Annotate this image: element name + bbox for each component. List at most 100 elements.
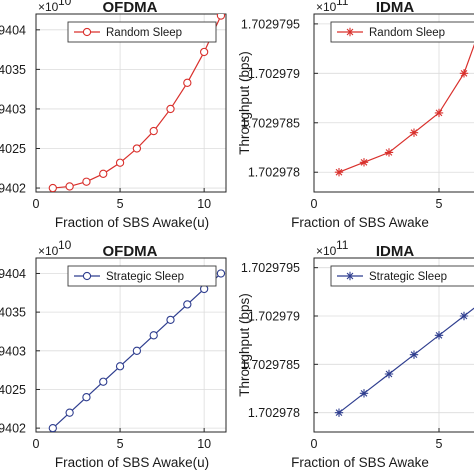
y-exponent-label: ×10 [316, 0, 337, 14]
y-exponent-power: 10 [58, 238, 72, 252]
y-tick-label: 1.7029785 [241, 358, 300, 372]
chart-panel-3: 05105940294025594039403559404×1010OFDMAF… [0, 238, 227, 470]
x-axis-label: Fraction of SBS Awake(u) [55, 455, 209, 470]
legend-label: Strategic Sleep [369, 271, 447, 283]
legend-box [67, 21, 217, 43]
x-axis-label: Fraction of SBS Awake(u) [55, 215, 209, 230]
data-point [48, 423, 57, 432]
x-tick-label: 10 [197, 437, 211, 451]
legend-box [67, 265, 217, 287]
legend-label: Strategic Sleep [106, 271, 184, 283]
axes-frame [35, 257, 227, 433]
data-point [384, 369, 394, 379]
legend-label: Random Sleep [369, 27, 445, 39]
x-tick-label: 5 [436, 437, 443, 451]
series-line [338, 43, 474, 173]
data-point [115, 158, 125, 167]
y-exponent-power: 11 [336, 0, 349, 8]
data-point [199, 47, 209, 57]
data-point [409, 128, 419, 137]
x-tick-label: 5 [436, 197, 443, 211]
legend-box [330, 265, 474, 287]
y-tick-label: 59402 [0, 182, 26, 196]
chart-title: OFDMA [103, 0, 158, 16]
data-point [99, 169, 108, 178]
data-point [459, 69, 469, 78]
data-point [359, 389, 369, 398]
y-tick-label: 1.702979 [248, 67, 300, 81]
data-point [166, 315, 175, 325]
axes-frame [35, 13, 227, 193]
legend-marker [82, 271, 92, 281]
data-point [359, 158, 369, 167]
axes-frame [313, 257, 474, 433]
plot-area [36, 14, 226, 192]
y-tick-label: 1.702978 [248, 406, 300, 420]
data-point [334, 168, 344, 177]
legend: Strategic Sleep [330, 265, 474, 287]
y-tick-label: 1.702978 [248, 166, 300, 180]
data-point [132, 144, 142, 153]
data-point [132, 346, 142, 355]
x-tick-label: 10 [197, 197, 211, 211]
series-line [338, 307, 474, 414]
data-point [82, 393, 91, 402]
series-1 [334, 307, 474, 417]
plot-area [36, 258, 226, 432]
data-point [409, 350, 419, 359]
series-1 [48, 14, 226, 192]
data-point [149, 331, 158, 340]
chart-panel-2: 0 5 1.702978 1.7029785 1.702979 1.7029795 ×10 1… [237, 0, 474, 230]
data-point [459, 311, 469, 321]
x-tick-label: 0 [311, 197, 318, 211]
y-exponent-label: ×10 [316, 244, 337, 258]
axes-frame [313, 13, 474, 193]
y-axis-label: Throughput (bps) [237, 51, 252, 155]
y-tick-label: 59402 [0, 422, 26, 436]
data-point [65, 408, 74, 417]
legend: Strategic Sleep [67, 265, 217, 287]
x-axis-label: Fraction of SBS Awake [291, 455, 429, 470]
legend: Random Sleep [67, 21, 217, 43]
y-tick-label: 1.702979 [248, 310, 300, 324]
chart-panel-4: 0 5 1.702978 1.7029785 1.702979 1.7029795 ×10 1… [237, 238, 474, 470]
legend-label: Random Sleep [106, 27, 182, 39]
y-tick-label: 1.7029795 [241, 261, 300, 275]
data-point [115, 362, 125, 371]
x-tick-label: 5 [117, 197, 124, 211]
data-point [434, 108, 444, 118]
data-point [48, 183, 57, 192]
chart-panel-1: 05105940294025594039403559404×1010OFDMAF… [0, 0, 227, 230]
x-tick-label: 0 [33, 437, 40, 451]
data-point [65, 182, 74, 191]
plot-area [314, 258, 474, 432]
series-1 [334, 43, 474, 177]
x-tick-label: 0 [33, 197, 40, 211]
data-point [99, 377, 108, 386]
legend: Random Sleep [330, 21, 474, 43]
data-point [149, 126, 158, 136]
y-tick-label: 1.7029785 [241, 116, 300, 130]
data-point [82, 177, 91, 186]
data-point [216, 14, 226, 20]
x-tick-label: 5 [117, 437, 124, 451]
data-point [183, 300, 192, 309]
legend-marker [345, 27, 355, 37]
y-exponent-label: ×10 [38, 0, 59, 14]
legend-marker [82, 27, 92, 37]
y-tick-label: 1.7029795 [241, 17, 300, 31]
y-axis-label: Throughput (bps) [237, 293, 252, 397]
y-tick-label: 94025 [0, 142, 26, 156]
y-exponent-power: 11 [336, 238, 349, 252]
y-exponent-power: 10 [58, 0, 72, 8]
data-point [216, 269, 226, 278]
legend-marker [345, 271, 355, 281]
legend-box [330, 21, 474, 43]
y-tick-label: 94035 [0, 306, 26, 320]
data-point [384, 148, 394, 157]
data-point [183, 78, 192, 87]
